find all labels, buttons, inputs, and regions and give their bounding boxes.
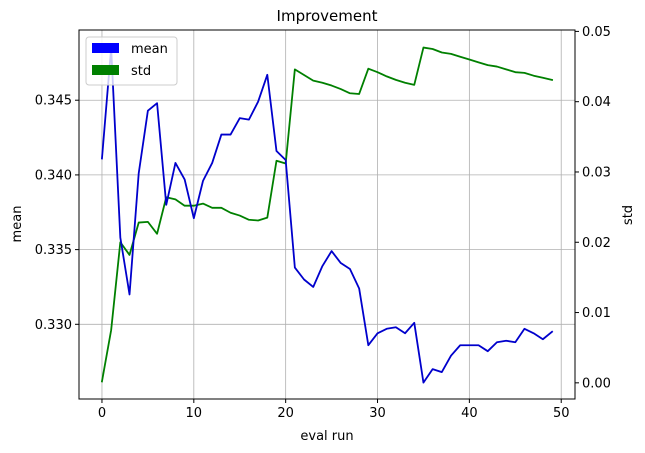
y-left-tick-label: 0.330 [35, 318, 72, 333]
x-tick-label: 50 [553, 406, 570, 421]
legend-label-std: std [131, 64, 151, 79]
legend-label-mean: mean [131, 42, 168, 57]
legend-swatch-std [92, 65, 119, 75]
y-right-tick-label: 0.04 [582, 95, 611, 110]
x-axis-label: eval run [300, 429, 353, 444]
y-right-tick-label: 0.00 [582, 376, 611, 391]
y-axis-right-label: std [621, 205, 636, 225]
x-tick-label: 30 [369, 406, 386, 421]
series-lines [100, 46, 554, 384]
y-left-tick-label: 0.340 [35, 168, 72, 183]
plot-frame [78, 29, 576, 400]
x-tick-label: 40 [461, 406, 478, 421]
x-tick-label: 0 [98, 406, 106, 421]
y-right-tick-label: 0.02 [582, 236, 611, 251]
y-left-tick-label: 0.345 [35, 94, 72, 109]
chart-title: Improvement [277, 7, 378, 25]
y-left-tick-label: 0.335 [35, 243, 72, 258]
y-axis-left: 0.330 0.335 0.340 0.345 [35, 94, 79, 333]
series-line-std [100, 46, 554, 383]
legend-swatch-mean [92, 43, 119, 53]
x-axis: 0 10 20 30 40 50 [98, 399, 570, 421]
y-right-tick-label: 0.01 [582, 306, 611, 321]
y-right-tick-label: 0.03 [582, 165, 611, 180]
y-axis-left-label: mean [10, 206, 25, 243]
x-tick-label: 20 [277, 406, 294, 421]
y-right-tick-label: 0.05 [582, 25, 611, 40]
y-axis-right: 0.00 0.01 0.02 0.03 0.04 0.05 [575, 25, 611, 391]
series-line-mean [100, 47, 554, 384]
legend: mean std [85, 36, 178, 86]
x-tick-label: 10 [186, 406, 203, 421]
